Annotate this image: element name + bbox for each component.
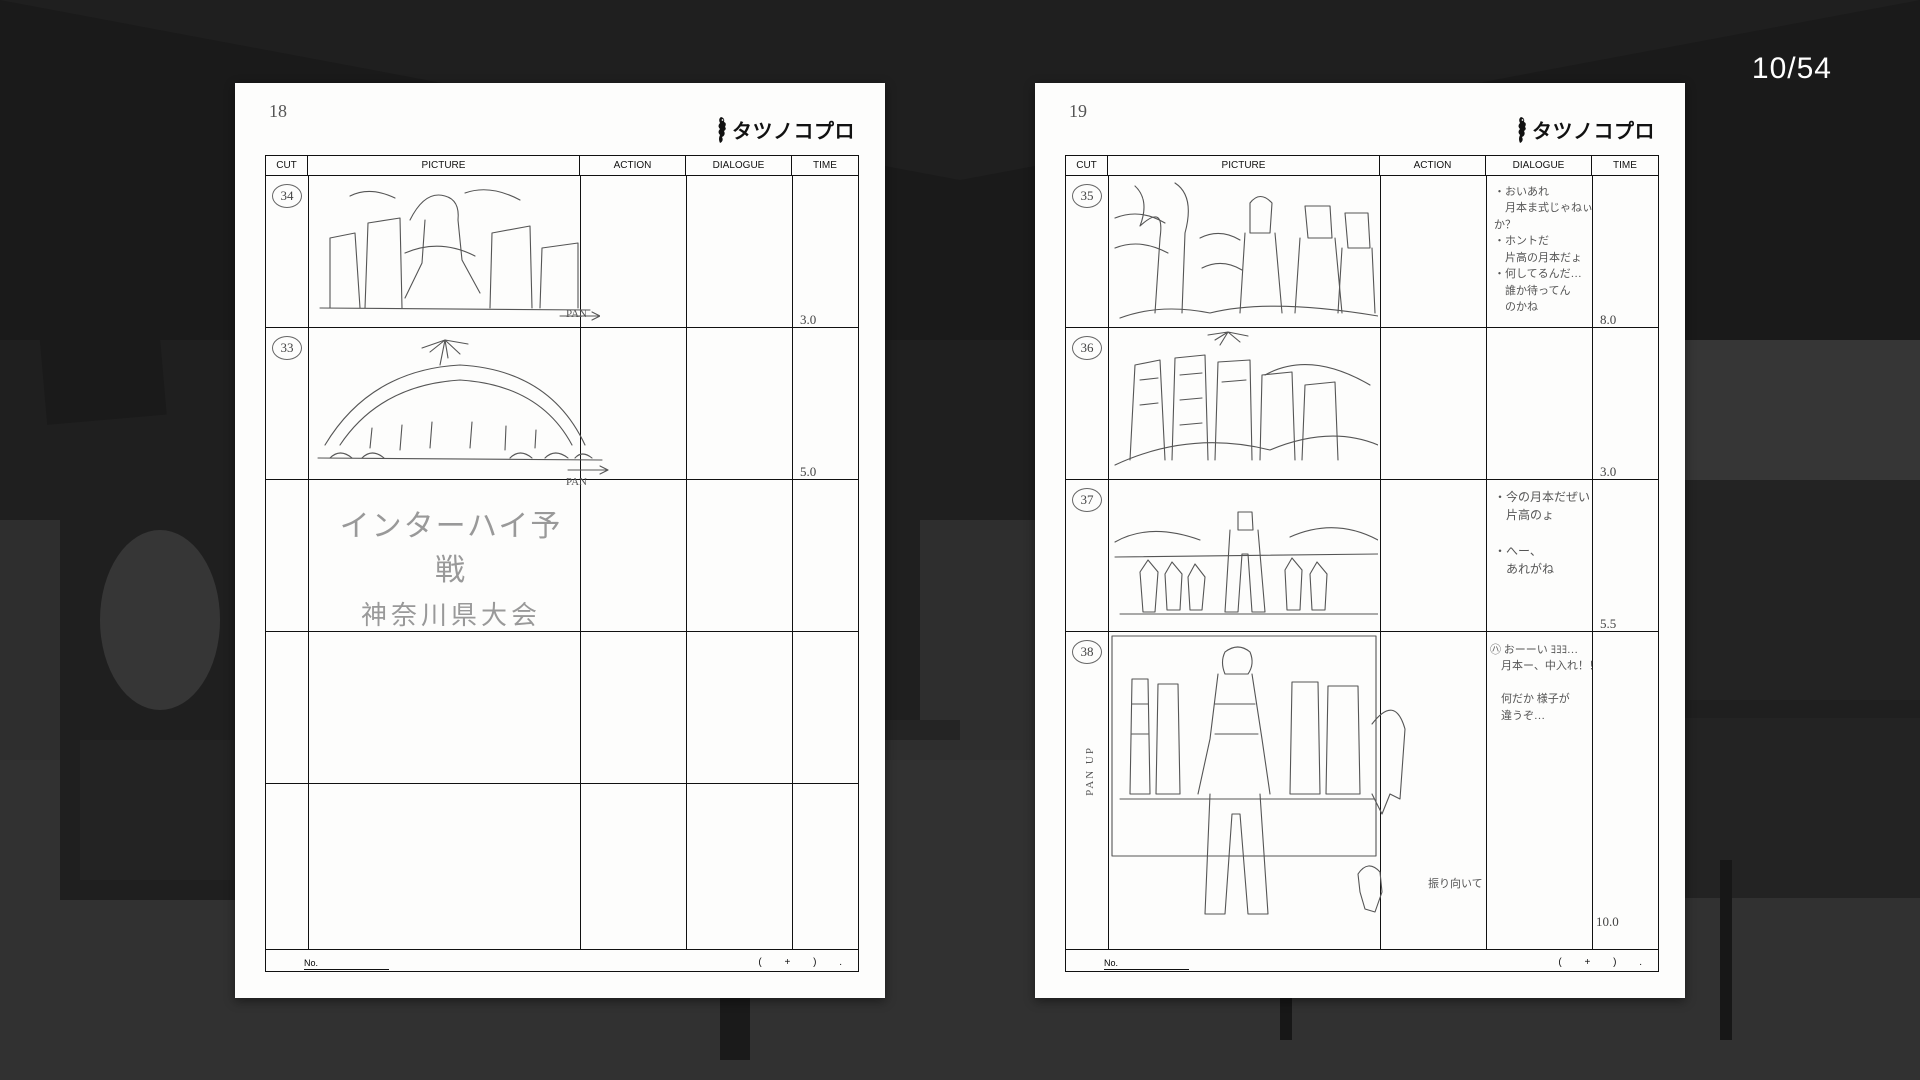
page-number-right: 19	[1069, 101, 1087, 122]
column-headers: CUT PICTURE ACTION DIALOGUE TIME	[266, 156, 858, 176]
caption-block: インターハイ予戦 神奈川県大会	[326, 501, 576, 632]
sketch-cut33	[310, 330, 610, 478]
footer-underline	[304, 969, 389, 970]
cut-number: 34	[272, 184, 302, 208]
footer-no-label: No.	[1104, 958, 1118, 968]
caption-line1: インターハイ予戦	[326, 501, 576, 589]
cut-number: 33	[272, 336, 302, 360]
col-action: ACTION	[1380, 156, 1486, 175]
caption-line2: 神奈川県大会	[326, 595, 576, 632]
footer-marks: ( + ) .	[758, 957, 852, 968]
logo-text: タツノコプロ	[732, 115, 855, 144]
col-cut: CUT	[266, 156, 308, 175]
col-time: TIME	[1592, 156, 1658, 175]
counter-sep: /	[1787, 52, 1796, 85]
studio-logo: タツノコプロ	[1514, 117, 1655, 143]
time-value: 3.0	[1600, 464, 1616, 480]
column-headers: CUT PICTURE ACTION DIALOGUE TIME	[1066, 156, 1658, 176]
footer-underline	[1104, 969, 1189, 970]
pan-label: PAN UP	[1084, 746, 1096, 796]
extra-note: 振り向いて	[1428, 876, 1483, 893]
footer-no-label: No.	[304, 958, 318, 968]
time-value: 10.0	[1596, 914, 1619, 930]
footer: No. ( + ) .	[1066, 949, 1658, 971]
sketch-cut38	[1110, 634, 1408, 934]
sketch-cut36	[1110, 330, 1378, 478]
col-dialogue: DIALOGUE	[686, 156, 792, 175]
page-counter: 10/54	[1752, 52, 1832, 86]
studio-logo: タツノコプロ	[714, 117, 855, 143]
col-dialogue: DIALOGUE	[1486, 156, 1592, 175]
row	[266, 632, 858, 784]
seahorse-icon	[714, 115, 728, 145]
col-picture: PICTURE	[308, 156, 580, 175]
pan-label: PAN	[566, 308, 587, 320]
time-value: 3.0	[800, 312, 816, 328]
storyboard-sheet-left: 18 タツノコプロ CUT PICTURE ACTION DIALOGUE TI…	[235, 83, 885, 998]
dialogue-text: ・今の月本だぜい 片高のょ ・へー、 あれがね	[1494, 488, 1594, 578]
dialogue-text: ・おいあれ 月本ま式じゃねぃか？ ・ホントだ 片高の月本だょ ・何してるんだ… …	[1494, 184, 1604, 316]
storyboard-grid-left: CUT PICTURE ACTION DIALOGUE TIME No. ( +…	[265, 155, 859, 972]
col-cut: CUT	[1066, 156, 1108, 175]
dialogue-text: ㋩ おーーい ﾖﾖﾖ… 月本ー、中入れ！！ 何だか 様子が 違うぞ…	[1490, 642, 1600, 725]
time-value: 5.0	[800, 464, 816, 480]
cut-number: 37	[1072, 488, 1102, 512]
counter-total: 54	[1797, 52, 1832, 85]
sketch-cut35	[1110, 178, 1378, 326]
storyboard-grid-right: CUT PICTURE ACTION DIALOGUE TIME No. ( +…	[1065, 155, 1659, 972]
col-action: ACTION	[580, 156, 686, 175]
time-value: 5.5	[1600, 616, 1616, 632]
cut-number: 38	[1072, 640, 1102, 664]
logo-text: タツノコプロ	[1532, 115, 1655, 144]
counter-current: 10	[1752, 52, 1787, 85]
sketch-cut34	[310, 178, 600, 326]
time-value: 8.0	[1600, 312, 1616, 328]
pan-label: PAN	[566, 476, 587, 488]
footer: No. ( + ) .	[266, 949, 858, 971]
seahorse-icon	[1514, 115, 1528, 145]
storyboard-sheet-right: 19 タツノコプロ CUT PICTURE ACTION DIALOGUE TI…	[1035, 83, 1685, 998]
col-time: TIME	[792, 156, 858, 175]
page-number-left: 18	[269, 101, 287, 122]
cut-number: 36	[1072, 336, 1102, 360]
col-picture: PICTURE	[1108, 156, 1380, 175]
sheet-stage: 18 タツノコプロ CUT PICTURE ACTION DIALOGUE TI…	[0, 0, 1920, 1080]
sketch-cut37	[1110, 482, 1378, 630]
cut-number: 35	[1072, 184, 1102, 208]
footer-marks: ( + ) .	[1558, 957, 1652, 968]
row	[266, 784, 858, 932]
